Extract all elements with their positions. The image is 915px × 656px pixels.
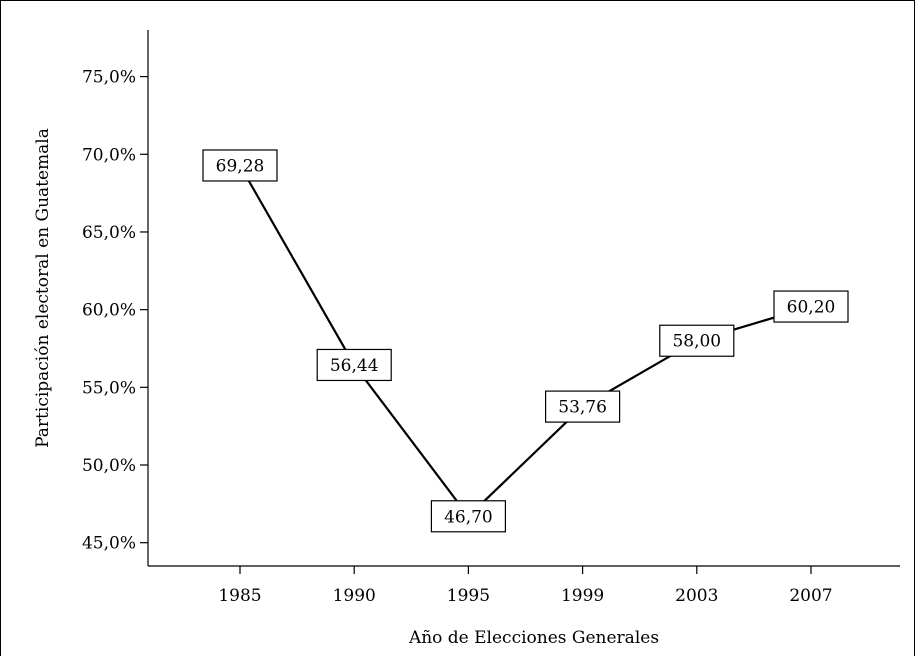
x-axis-title: Año de Elecciones Generales — [408, 628, 659, 648]
data-label: 56,44 — [316, 348, 392, 382]
x-tick-label: 2003 — [675, 586, 718, 606]
y-axis: 45,0% 50,0% 55,0% 60,0% 65,0% 70,0% 75,0% — [82, 30, 149, 566]
x-axis: 1985 1990 1995 1999 2003 2007 — [148, 565, 900, 606]
x-tick-label: 2007 — [789, 586, 832, 606]
data-label-text: 46,70 — [444, 507, 493, 527]
x-tick-label: 1999 — [561, 586, 604, 606]
y-tick-label: 55,0% — [82, 378, 136, 398]
data-label-text: 58,00 — [672, 332, 721, 352]
data-label-box — [773, 290, 849, 323]
data-label: 53,76 — [544, 390, 621, 423]
data-label-box — [316, 348, 392, 382]
y-tick-label: 75,0% — [82, 68, 136, 88]
data-label: 58,00 — [659, 324, 735, 357]
data-label-box — [544, 390, 621, 423]
data-label-box — [202, 149, 278, 182]
data-label-text: 60,20 — [787, 298, 836, 318]
y-tick-label: 45,0% — [82, 534, 136, 554]
y-tick-label: 50,0% — [82, 456, 136, 476]
x-tick-label: 1985 — [218, 586, 261, 606]
data-label-text: 56,44 — [330, 356, 379, 376]
data-label: 46,70 — [430, 500, 506, 533]
y-axis-title: Participación electoral en Guatemala — [33, 128, 53, 448]
data-label-box — [430, 500, 506, 533]
data-label: 60,20 — [773, 290, 849, 323]
y-tick-label: 65,0% — [82, 223, 136, 243]
x-tick-label: 1990 — [333, 586, 376, 606]
data-label: 69,28 — [202, 149, 278, 182]
y-tick-label: 60,0% — [82, 301, 136, 321]
data-label-text: 53,76 — [558, 398, 607, 418]
data-label-text: 69,28 — [216, 156, 265, 176]
data-labels: 69,28 56,44 46,70 53,76 58,00 60,20 — [202, 149, 849, 533]
x-tick-label: 1995 — [447, 586, 490, 606]
data-label-box — [659, 324, 735, 357]
y-tick-label: 70,0% — [82, 145, 136, 165]
